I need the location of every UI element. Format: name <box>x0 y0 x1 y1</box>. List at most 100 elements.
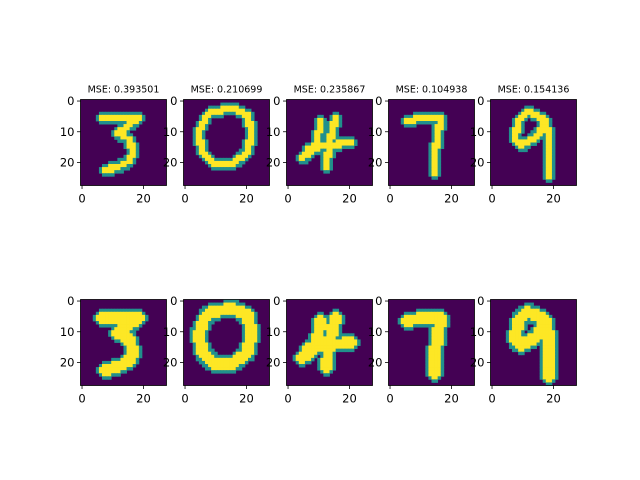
image-pixel <box>141 117 146 122</box>
image-pixel <box>545 117 550 122</box>
image-pixel <box>129 154 134 159</box>
image-pixel <box>434 151 439 156</box>
image-pixel <box>311 336 315 340</box>
image-pixel <box>512 345 516 350</box>
image-pixel <box>551 317 556 322</box>
image-pixel <box>195 351 200 356</box>
image-pixel <box>198 114 203 119</box>
image-pixel <box>98 370 103 374</box>
image-pixel <box>542 154 547 159</box>
image-pixel <box>317 314 321 319</box>
image-pixel <box>440 345 445 350</box>
image-pixel <box>301 351 306 356</box>
image-pixel <box>434 330 439 334</box>
image-pixel <box>192 327 197 331</box>
image-pixel <box>241 311 246 316</box>
image-pixel <box>132 124 137 128</box>
image-pixel <box>518 142 522 146</box>
image-pixel <box>422 317 426 322</box>
image-pixel <box>521 317 525 322</box>
image-pixel <box>512 336 516 340</box>
image-pixel <box>223 367 227 371</box>
image-pixel <box>251 148 255 153</box>
image-pixel <box>533 345 537 350</box>
image-pixel <box>120 357 124 362</box>
image-pixel <box>440 124 445 128</box>
image-pixel <box>123 164 127 168</box>
image-pixel <box>536 342 541 346</box>
y-tick-label: 0 <box>375 94 382 108</box>
image-pixel <box>126 117 131 122</box>
image-pixel <box>545 379 550 383</box>
image-pixel <box>201 308 206 313</box>
image-pixel <box>320 154 324 159</box>
image-pixel <box>208 157 212 162</box>
image-pixel <box>123 339 127 343</box>
image-pixel <box>304 160 309 165</box>
image-pixel <box>338 333 343 337</box>
image-pixel <box>515 342 519 346</box>
image-pixel <box>229 102 234 107</box>
image-pixel <box>536 121 541 125</box>
image-pixel <box>114 339 118 343</box>
image-pixel <box>95 314 100 319</box>
image-pixel <box>413 321 417 325</box>
image-pixel <box>226 308 230 313</box>
image-pixel <box>132 354 137 359</box>
image-pixel <box>201 336 206 340</box>
image-pixel <box>524 114 528 119</box>
image-pixel <box>308 142 312 146</box>
image-pixel <box>320 114 324 119</box>
image-pixel <box>521 124 525 128</box>
image-pixel <box>351 348 355 353</box>
image-pixel <box>208 354 212 359</box>
image-pixel <box>126 145 131 150</box>
image-pixel <box>98 364 103 368</box>
image-pixel <box>542 360 547 365</box>
image-pixel <box>120 339 124 343</box>
image-pixel <box>434 342 439 346</box>
image-pixel <box>120 327 124 331</box>
image-pixel <box>214 360 218 365</box>
image-pixel <box>195 321 200 325</box>
image-pixel <box>548 160 553 165</box>
image-pixel <box>326 330 330 334</box>
image-pixel <box>434 139 439 143</box>
image-pixel <box>211 157 215 162</box>
image-pixel <box>521 324 525 328</box>
image-pixel <box>323 336 327 340</box>
image-pixel <box>425 367 429 371</box>
image-pixel <box>332 317 337 322</box>
image-pixel <box>545 333 550 337</box>
image-pixel <box>201 154 206 159</box>
image-pixel <box>123 370 127 374</box>
image-pixel <box>114 336 118 340</box>
image-pixel <box>437 373 442 377</box>
image-pixel <box>304 351 309 356</box>
image-pixel <box>347 136 352 140</box>
image-pixel <box>105 367 109 371</box>
image-pixel <box>440 127 445 131</box>
image-pixel <box>129 333 134 337</box>
image-pixel <box>123 133 127 137</box>
image-pixel <box>545 311 550 316</box>
image-pixel <box>195 148 200 153</box>
image-pixel <box>135 111 140 116</box>
image-pixel <box>326 145 330 150</box>
image-pixel <box>120 342 124 346</box>
image-pixel <box>545 157 550 162</box>
image-pixel <box>229 105 234 110</box>
image-pixel <box>114 114 118 119</box>
image-pixel <box>102 373 106 377</box>
image-pixel <box>308 148 312 153</box>
image-pixel <box>117 111 121 116</box>
image-pixel <box>539 351 544 356</box>
image-pixel <box>539 308 544 313</box>
image-pixel <box>114 167 118 171</box>
image-pixel <box>226 357 230 362</box>
image-pixel <box>132 121 137 125</box>
image-pixel <box>536 324 541 328</box>
image-pixel <box>410 117 414 122</box>
image-pixel <box>437 314 442 319</box>
